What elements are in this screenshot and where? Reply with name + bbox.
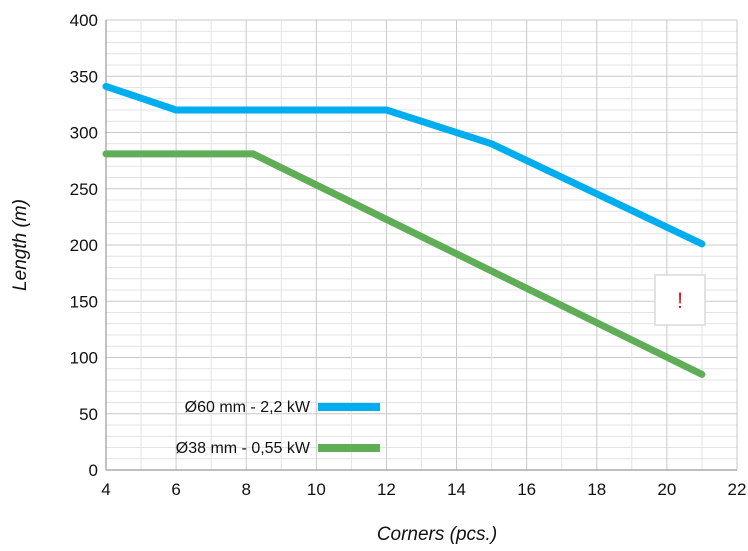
y-tick-label: 0 [89, 461, 98, 480]
y-axis-title: Length (m) [10, 199, 31, 291]
x-tick-label: 20 [657, 480, 676, 499]
y-tick-label: 350 [70, 67, 98, 86]
y-tick-label: 200 [70, 236, 98, 255]
chart-legend: Ø60 mm - 2,2 kW Ø38 mm - 0,55 kW [176, 399, 380, 457]
chart-series [102, 82, 706, 378]
x-tick-label: 12 [377, 480, 396, 499]
x-tick-label: 6 [171, 480, 180, 499]
y-tick-label: 150 [70, 292, 98, 311]
x-tick-label: 18 [587, 480, 606, 499]
x-tick-label: 14 [447, 480, 466, 499]
chart-tick-labels: 4 6 8 10 12 14 16 18 20 22 0 50 100 150 200 250 300 350 40… [70, 11, 747, 499]
warning-box: ! [654, 274, 706, 326]
warning-box-frame [654, 274, 706, 326]
warning-exclamation-icon: ! [677, 288, 683, 313]
y-tick-label: 400 [70, 11, 98, 30]
x-tick-label: 8 [241, 480, 250, 499]
y-tick-label: 300 [70, 124, 98, 143]
series-line-2 [102, 150, 706, 378]
x-tick-label: 16 [517, 480, 536, 499]
y-tick-label: 250 [70, 180, 98, 199]
series-line-1 [102, 82, 706, 248]
chart-axes [105, 20, 737, 471]
chart-grid [105, 19, 738, 471]
x-tick-label: 22 [728, 480, 747, 499]
legend-label-series-2: Ø38 mm - 0,55 kW [176, 440, 311, 457]
x-axis-title: Corners (pcs.) [377, 524, 497, 545]
y-tick-label: 100 [70, 349, 98, 368]
y-tick-label: 50 [79, 405, 98, 424]
x-tick-label: 10 [307, 480, 326, 499]
x-tick-label: 4 [101, 480, 110, 499]
legend-label-series-1: Ø60 mm - 2,2 kW [185, 399, 311, 416]
